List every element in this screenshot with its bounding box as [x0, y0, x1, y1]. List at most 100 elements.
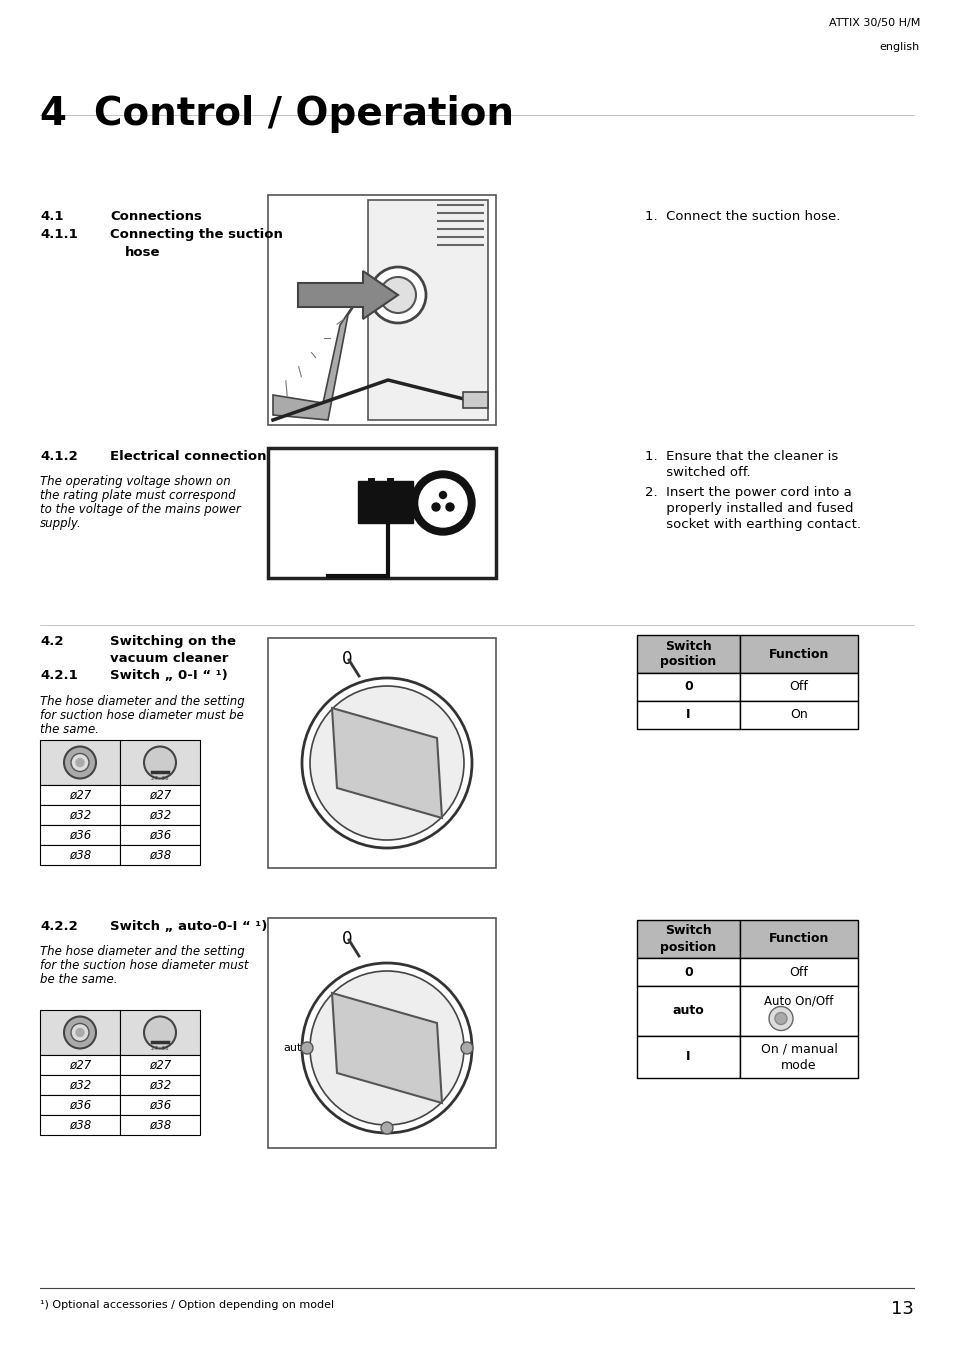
Bar [40, 1115, 120, 1135]
Bar [740, 919, 857, 958]
Bar [120, 1054, 200, 1075]
Text: 13: 13 [890, 1300, 913, 1318]
Text: Switch „ auto-0-I “ ¹): Switch „ auto-0-I “ ¹) [110, 919, 267, 933]
Bar [120, 805, 200, 825]
Text: 1.  Connect the suction hose.: 1. Connect the suction hose. [644, 211, 840, 223]
Text: Switch
position: Switch position [659, 640, 716, 668]
Text: 0: 0 [341, 930, 352, 948]
Text: be the same.: be the same. [40, 973, 117, 985]
Text: ø27: ø27 [69, 788, 91, 802]
Bar [120, 1010, 200, 1054]
Circle shape [71, 753, 89, 771]
Text: Electrical connection: Electrical connection [110, 450, 266, 463]
Text: ø36: ø36 [149, 1099, 171, 1111]
Bar [637, 1035, 740, 1079]
Text: vacuum cleaner: vacuum cleaner [110, 652, 228, 666]
Circle shape [144, 747, 175, 779]
Bar [40, 784, 120, 805]
Text: the rating plate must correspond: the rating plate must correspond [40, 489, 235, 502]
Bar [40, 825, 120, 845]
Text: ø38: ø38 [149, 849, 171, 861]
Text: for the suction hose diameter must: for the suction hose diameter must [40, 958, 248, 972]
Bar [120, 1075, 200, 1095]
Bar [40, 1010, 120, 1054]
Text: hose: hose [125, 246, 160, 259]
Text: 27  36: 27 36 [152, 775, 169, 780]
Text: 4.1: 4.1 [40, 211, 64, 223]
Text: 1.  Ensure that the cleaner is: 1. Ensure that the cleaner is [644, 450, 838, 463]
Text: ø32: ø32 [69, 1079, 91, 1092]
Bar [637, 958, 740, 986]
Text: 0: 0 [683, 680, 692, 694]
Bar [40, 1095, 120, 1115]
Bar [368, 200, 488, 420]
Bar [120, 845, 200, 865]
Bar [120, 1115, 200, 1135]
Circle shape [76, 759, 84, 767]
Circle shape [310, 971, 463, 1125]
Text: 4.1.2: 4.1.2 [40, 450, 77, 463]
Circle shape [774, 1012, 786, 1025]
Text: properly installed and fused: properly installed and fused [644, 502, 853, 514]
Circle shape [71, 1023, 89, 1041]
Text: ø27: ø27 [149, 1058, 171, 1072]
Circle shape [301, 1042, 313, 1054]
Text: auto: auto [672, 1004, 703, 1018]
Circle shape [439, 491, 446, 498]
Bar [637, 701, 740, 729]
Text: 4.2: 4.2 [40, 634, 64, 648]
Text: ø36: ø36 [149, 829, 171, 841]
Text: ø38: ø38 [69, 849, 91, 861]
Text: socket with earthing contact.: socket with earthing contact. [644, 518, 861, 531]
Circle shape [411, 471, 475, 535]
Polygon shape [332, 994, 441, 1103]
Text: I: I [685, 709, 690, 721]
Bar [268, 194, 496, 425]
Text: ø32: ø32 [149, 1079, 171, 1092]
Bar [40, 740, 120, 784]
Text: Function: Function [768, 933, 828, 945]
Text: the same.: the same. [40, 724, 99, 736]
Text: 4.2.2: 4.2.2 [40, 919, 77, 933]
Text: 0: 0 [683, 965, 692, 979]
Text: to the voltage of the mains power: to the voltage of the mains power [40, 504, 240, 516]
Bar [120, 1095, 200, 1115]
Text: ¹) Optional accessories / Option depending on model: ¹) Optional accessories / Option dependi… [40, 1300, 334, 1310]
Text: ATTIX 30/50 H/M: ATTIX 30/50 H/M [828, 18, 919, 28]
Circle shape [418, 479, 467, 526]
Circle shape [64, 747, 96, 779]
Circle shape [380, 1122, 393, 1134]
Text: Off: Off [789, 965, 807, 979]
Polygon shape [273, 300, 357, 420]
Bar [120, 740, 200, 784]
Text: ø32: ø32 [149, 809, 171, 822]
Circle shape [460, 1042, 473, 1054]
Text: 4  Control / Operation: 4 Control / Operation [40, 95, 514, 134]
Text: Switch „ 0-I “ ¹): Switch „ 0-I “ ¹) [110, 670, 228, 682]
Text: ø38: ø38 [69, 1119, 91, 1131]
Text: The hose diameter and the setting: The hose diameter and the setting [40, 695, 245, 707]
Text: 4.2.1: 4.2.1 [40, 670, 77, 682]
Bar [740, 701, 857, 729]
Circle shape [144, 1017, 175, 1049]
Bar [40, 1054, 120, 1075]
Text: switched off.: switched off. [644, 466, 750, 479]
Bar [740, 986, 857, 1035]
Circle shape [64, 1017, 96, 1049]
Text: On: On [789, 709, 807, 721]
Bar [637, 634, 740, 674]
Text: 4.1.1: 4.1.1 [40, 228, 77, 242]
Text: ø38: ø38 [149, 1119, 171, 1131]
Bar [462, 392, 488, 408]
Text: Connections: Connections [110, 211, 202, 223]
Bar [40, 805, 120, 825]
Text: 2.  Insert the power cord into a: 2. Insert the power cord into a [644, 486, 851, 500]
Text: 27  36: 27 36 [152, 1045, 169, 1050]
Text: for suction hose diameter must be: for suction hose diameter must be [40, 709, 244, 722]
Circle shape [446, 504, 454, 512]
Circle shape [302, 963, 472, 1133]
Bar [740, 1035, 857, 1079]
Circle shape [432, 504, 439, 512]
Text: I: I [685, 1050, 690, 1064]
Text: english: english [879, 42, 919, 53]
